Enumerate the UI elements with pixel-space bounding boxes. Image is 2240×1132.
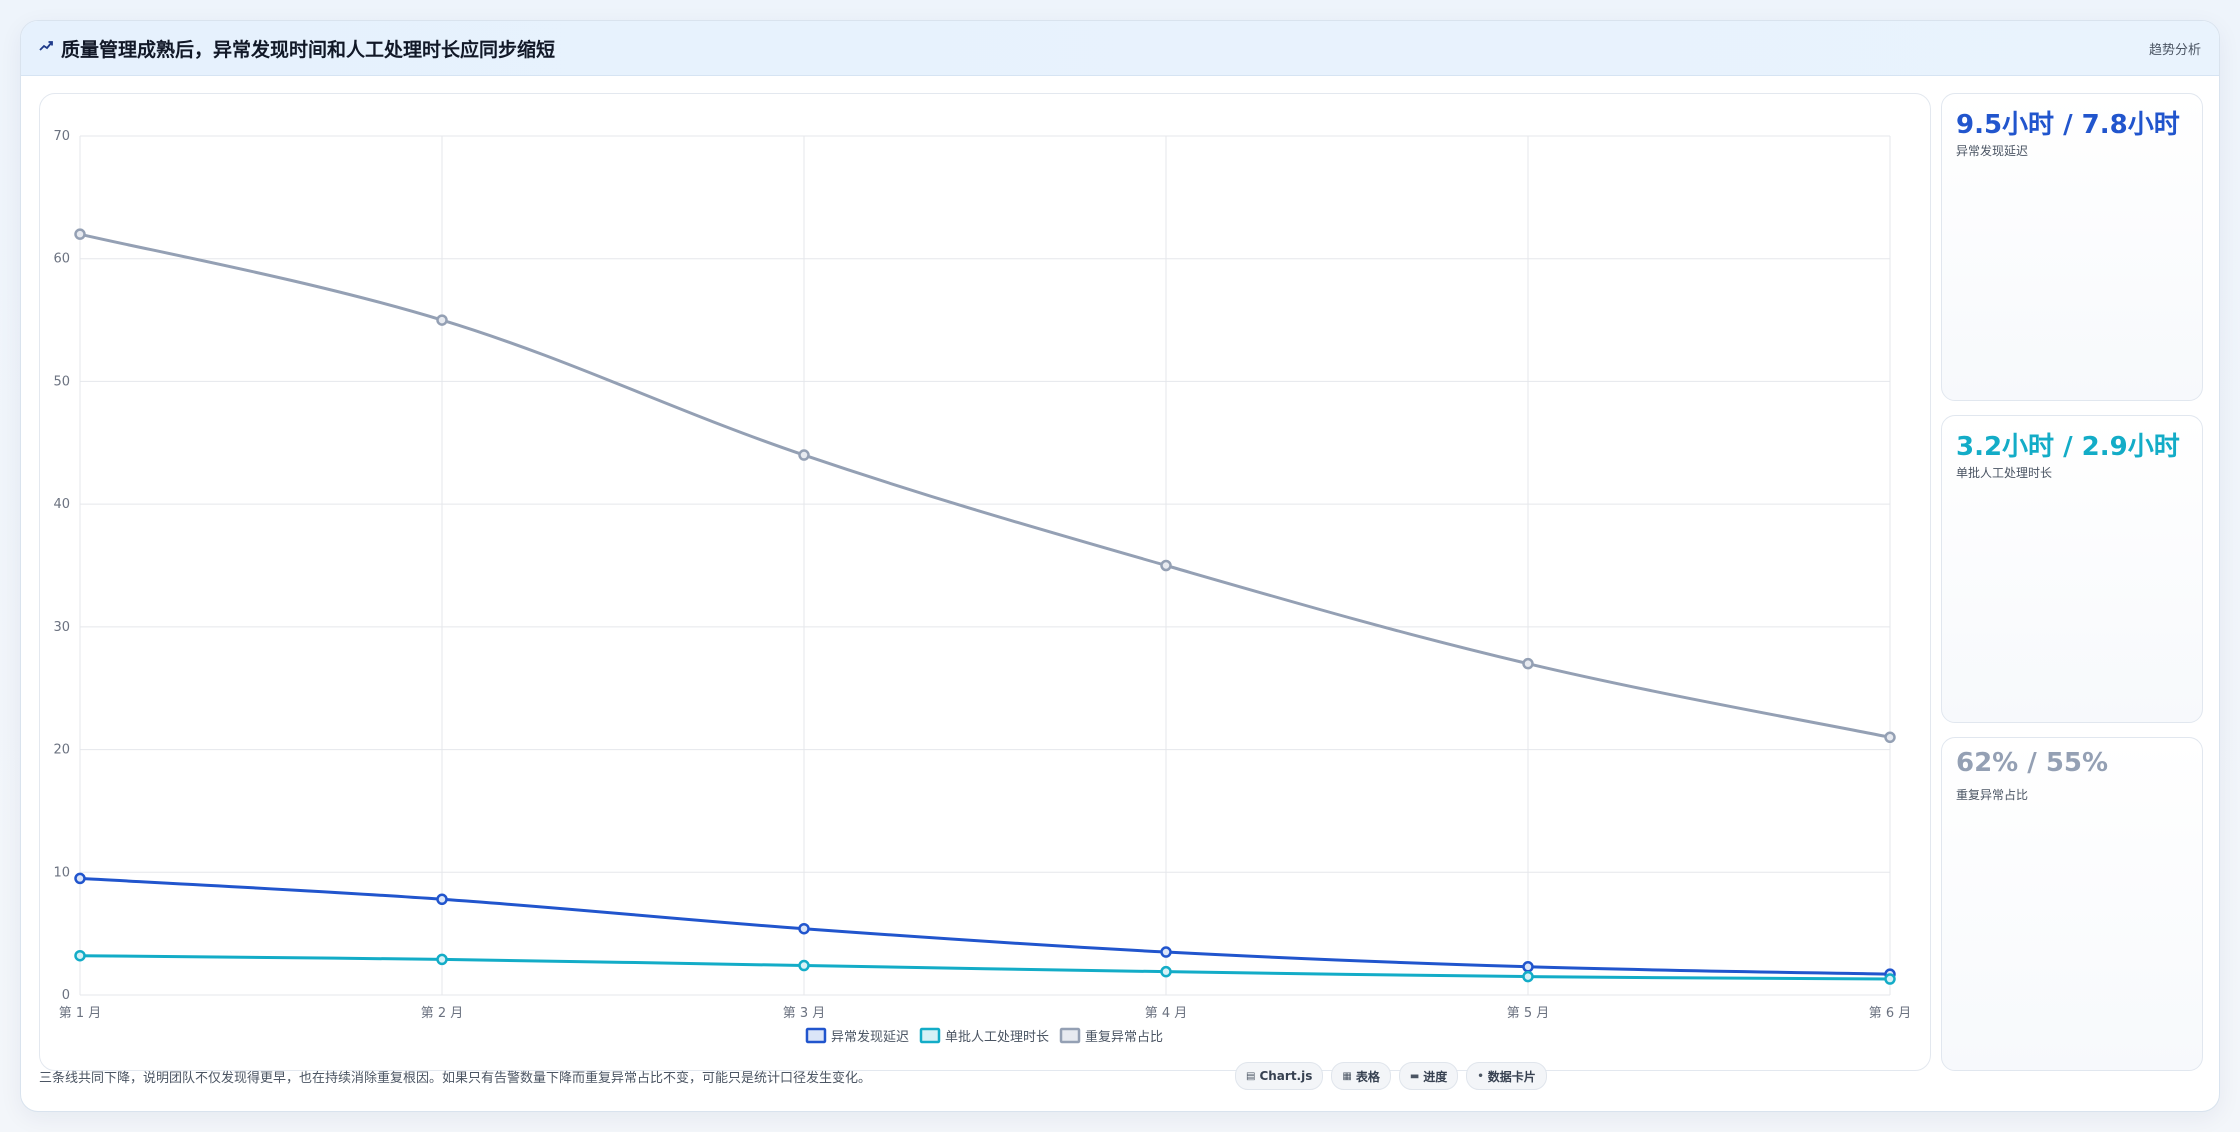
x-tick-label: 第 1 月 xyxy=(59,1006,102,1021)
x-tick-label: 第 4 月 xyxy=(1145,1006,1188,1021)
data-point xyxy=(1522,970,1534,983)
stat-label: 单批人工处理时长 xyxy=(1956,466,2053,480)
badge-label: 表格 xyxy=(1355,1069,1380,1084)
legend-swatch xyxy=(805,1027,827,1044)
badge-data-card[interactable]: • 数据卡片 xyxy=(1466,1062,1547,1090)
data-point xyxy=(1522,657,1534,670)
data-point xyxy=(1884,731,1896,744)
legend-label: 单批人工处理时长 xyxy=(945,1030,1049,1045)
card-header: 质量管理成熟后，异常发现时间和人工处理时长应同步缩短 趋势分析 xyxy=(21,21,2219,76)
x-tick-label: 第 6 月 xyxy=(1869,1006,1912,1021)
legend-swatch xyxy=(1059,1027,1081,1044)
badge-label: 进度 xyxy=(1423,1069,1448,1084)
y-tick-label: 10 xyxy=(53,865,70,880)
stat-value: 3.2小时 / 2.9小时 xyxy=(1956,432,2180,462)
data-point xyxy=(1160,559,1172,572)
series-line xyxy=(79,232,1891,739)
data-point xyxy=(436,893,448,906)
data-point xyxy=(74,949,86,962)
y-tick-label: 50 xyxy=(53,374,70,389)
page-title: 质量管理成熟后，异常发现时间和人工处理时长应同步缩短 xyxy=(61,39,556,61)
stat-card-manual-handling: 3.2小时 / 2.9小时 单批人工处理时长 xyxy=(1941,415,2203,723)
legend-label: 异常发现延迟 xyxy=(831,1029,909,1045)
card-icon: • xyxy=(1477,1070,1484,1082)
y-tick-label: 30 xyxy=(53,620,70,635)
line-chart: 0 10 20 30 40 50 60 70 第 1 月 第 2 月 第 3 月 第 4 月 第 5 月… xyxy=(53,129,1912,1045)
dashboard-card: 质量管理成熟后，异常发现时间和人工处理时长应同步缩短 趋势分析 0 10 20 30 4… xyxy=(20,20,2220,1112)
badge-chartjs[interactable]: ▤ Chart.js xyxy=(1235,1062,1324,1090)
table-icon: ▦ xyxy=(1342,1070,1352,1082)
y-tick-label: 60 xyxy=(53,252,70,267)
y-tick-label: 20 xyxy=(53,743,70,758)
legend-label: 重复异常占比 xyxy=(1085,1029,1163,1045)
x-tick-label: 第 3 月 xyxy=(783,1006,826,1021)
trend-icon xyxy=(39,41,53,51)
data-point xyxy=(798,922,810,935)
data-point xyxy=(74,872,86,885)
stat-label: 重复异常占比 xyxy=(1956,788,2029,802)
y-tick-label: 0 xyxy=(62,988,70,1003)
progress-icon: ▬ xyxy=(1409,1070,1420,1082)
y-tick-label: 40 xyxy=(53,497,70,512)
data-point xyxy=(1160,946,1172,958)
data-point xyxy=(436,314,448,326)
stat-label: 异常发现延迟 xyxy=(1956,144,2029,158)
series-line xyxy=(79,876,1891,976)
trend-analysis-button[interactable]: 趋势分析 xyxy=(2148,43,2201,58)
chart-icon: ▤ xyxy=(1246,1070,1256,1082)
chart-panel: 0 10 20 30 40 50 60 70 第 1 月 第 2 月 第 3 月 第 4 月 第 5 月… xyxy=(39,93,1931,1071)
series-line xyxy=(79,954,1891,981)
stat-card-detection-delay: 9.5小时 / 7.8小时 异常发现延迟 xyxy=(1941,93,2203,401)
stat-value: 9.5小时 / 7.8小时 xyxy=(1956,110,2180,140)
badge-label: Chart.js xyxy=(1259,1069,1313,1083)
x-tick-label: 第 5 月 xyxy=(1507,1006,1550,1021)
data-point xyxy=(1884,973,1896,985)
data-point xyxy=(74,228,86,240)
legend-swatch xyxy=(919,1027,941,1044)
tech-badges: ▤ Chart.js ▦ 表格 ▬ 进度 • 数据卡片 xyxy=(1235,1062,1547,1090)
data-point xyxy=(798,449,810,461)
data-point xyxy=(1522,961,1534,973)
badge-label: 数据卡片 xyxy=(1487,1069,1536,1084)
footnote: 三条线共同下降，说明团队不仅发现得更早，也在持续消除重复根因。如果只有告警数量下… xyxy=(39,1071,872,1086)
badge-progress[interactable]: ▬ 进度 xyxy=(1398,1062,1459,1090)
data-point xyxy=(798,959,810,972)
y-tick-label: 70 xyxy=(53,129,70,144)
stat-value: 62% / 55% xyxy=(1956,748,2109,778)
stat-card-repeat-ratio: 62% / 55% 重复异常占比 xyxy=(1941,737,2203,1071)
data-point xyxy=(436,953,448,966)
badge-table[interactable]: ▦ 表格 xyxy=(1331,1062,1391,1090)
data-point xyxy=(1160,965,1172,978)
x-tick-label: 第 2 月 xyxy=(421,1006,464,1021)
